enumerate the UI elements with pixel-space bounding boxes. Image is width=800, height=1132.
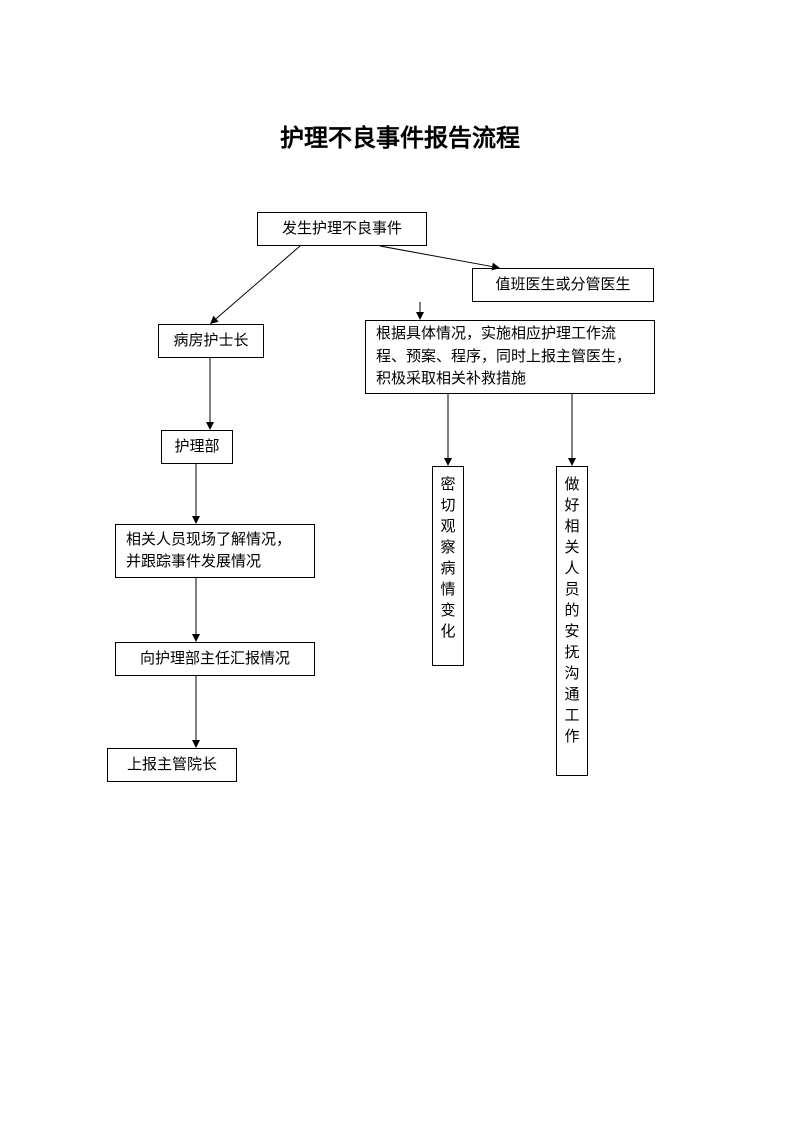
- vertical-char: 做: [563, 475, 581, 496]
- node-label: 向护理部主任汇报情况: [140, 648, 290, 671]
- vertical-char: 工: [563, 706, 581, 727]
- vertical-char: 员: [563, 580, 581, 601]
- node-observe-condition: 密切观察病情变化: [432, 466, 464, 666]
- node-nursing-dept: 护理部: [161, 430, 233, 464]
- node-label: 根据具体情况，实施相应护理工作流程、预案、程序，同时上报主管医生，积极采取相关补…: [376, 323, 644, 391]
- vertical-char: 作: [563, 727, 581, 748]
- node-label: 值班医生或分管医生: [495, 274, 630, 297]
- node-label: 发生护理不良事件: [282, 218, 402, 241]
- vertical-char: 沟: [563, 664, 581, 685]
- vertical-char: 抚: [563, 643, 581, 664]
- node-hospital-director: 上报主管院长: [107, 748, 237, 782]
- vertical-char: 病: [439, 559, 457, 580]
- node-label: 病房护士长: [173, 330, 248, 353]
- node-label: 护理部: [174, 436, 219, 459]
- vertical-char: 变: [439, 601, 457, 622]
- vertical-char: 好: [563, 496, 581, 517]
- vertical-char: 通: [563, 685, 581, 706]
- node-label: 相关人员现场了解情况，并跟踪事件发展情况: [126, 529, 304, 574]
- vertical-char: 化: [439, 622, 457, 643]
- vertical-char: 情: [439, 580, 457, 601]
- vertical-char: 相: [563, 517, 581, 538]
- node-start: 发生护理不良事件: [257, 212, 427, 246]
- node-head-nurse: 病房护士长: [158, 324, 264, 358]
- vertical-char: 观: [439, 517, 457, 538]
- vertical-char: 人: [563, 559, 581, 580]
- node-action: 根据具体情况，实施相应护理工作流程、预案、程序，同时上报主管医生，积极采取相关补…: [365, 320, 655, 394]
- vertical-char: 察: [439, 538, 457, 559]
- node-label: 上报主管院长: [127, 754, 217, 777]
- node-follow-up: 相关人员现场了解情况，并跟踪事件发展情况: [115, 524, 315, 578]
- vertical-char: 安: [563, 622, 581, 643]
- vertical-char: 关: [563, 538, 581, 559]
- vertical-char: 密: [439, 475, 457, 496]
- page-title: 护理不良事件报告流程: [0, 118, 800, 153]
- vertical-char: 的: [563, 601, 581, 622]
- vertical-char: 切: [439, 496, 457, 517]
- node-report-director: 向护理部主任汇报情况: [115, 642, 315, 676]
- node-duty-doctor: 值班医生或分管医生: [472, 268, 654, 302]
- node-comfort-staff: 做好相关人员的安抚沟通工作: [556, 466, 588, 776]
